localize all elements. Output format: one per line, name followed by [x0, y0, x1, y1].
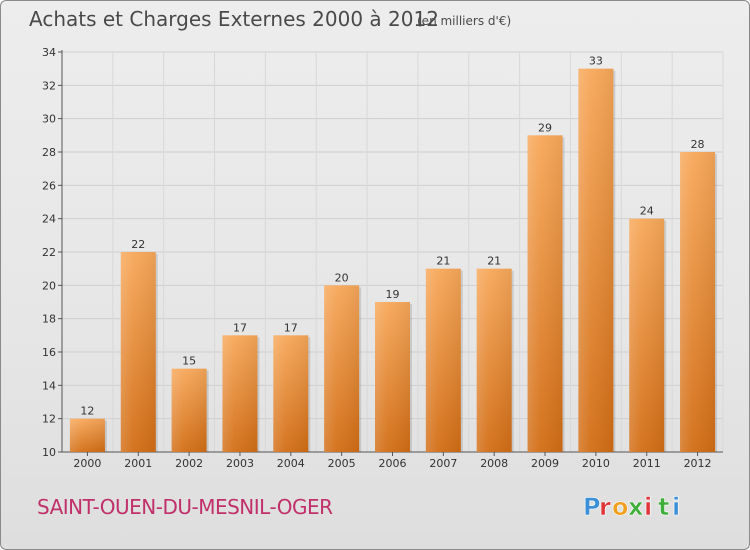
bar-highlight [578, 68, 614, 453]
logo-letter: i [644, 493, 652, 521]
y-tick-label: 30 [42, 113, 56, 126]
x-tick-label-2005: 2005 [328, 457, 356, 470]
bars [69, 68, 718, 453]
x-tick-label-2001: 2001 [124, 457, 152, 470]
proxiti-logo: Pr o x i t i [583, 493, 681, 521]
y-tick-label: 10 [42, 446, 56, 459]
bar-highlight [171, 368, 207, 452]
y-tick-label: 26 [42, 179, 56, 192]
x-tick-label-2003: 2003 [226, 457, 254, 470]
x-tick-label-2010: 2010 [582, 457, 610, 470]
y-tick-label: 12 [42, 413, 56, 426]
bar-highlight [680, 152, 716, 452]
y-tick-label: 28 [42, 146, 56, 159]
data-label-2002: 15 [182, 355, 196, 368]
bar-highlight [629, 218, 665, 452]
logo-letter: r [599, 493, 611, 521]
x-tick-label-2006: 2006 [379, 457, 407, 470]
y-tick-label: 18 [42, 313, 56, 326]
data-label-2004: 17 [284, 321, 298, 334]
y-tick-label: 22 [42, 246, 56, 259]
x-tick-label-2012: 2012 [684, 457, 712, 470]
x-tick-label-2011: 2011 [633, 457, 661, 470]
data-label-2010: 33 [589, 55, 603, 68]
chart-unit: (en milliers d'€) [417, 14, 512, 28]
y-tick-label: 16 [42, 346, 56, 359]
bar-highlight [527, 135, 563, 453]
x-tick-label-2009: 2009 [531, 457, 559, 470]
data-label-2003: 17 [233, 321, 247, 334]
x-tick-label-2008: 2008 [480, 457, 508, 470]
commune-name: SAINT-OUEN-DU-MESNIL-OGER [37, 495, 333, 519]
x-tick-label-2004: 2004 [277, 457, 305, 470]
y-tick-label: 24 [42, 213, 56, 226]
bar-highlight [476, 268, 512, 452]
y-tick-label: 20 [42, 279, 56, 292]
x-tick-label-2002: 2002 [175, 457, 203, 470]
bar-highlight [375, 302, 410, 452]
data-label-2000: 12 [80, 405, 94, 418]
logo-letter: t [658, 493, 669, 521]
data-label-2005: 20 [335, 271, 349, 284]
logo-letter: P [583, 493, 601, 521]
data-label-2001: 22 [131, 238, 145, 251]
logo-letter: x [628, 493, 644, 521]
logo-letter: o [612, 493, 629, 521]
labels: 10 12 14 16 18 20 22 24 26 28 30 32 34 12 2000 22 2001 15… [42, 46, 712, 470]
data-label-2009: 29 [538, 121, 552, 134]
bar-highlight [222, 335, 258, 452]
logo-letter: i [672, 493, 680, 521]
x-tick-label-2000: 2000 [73, 457, 101, 470]
data-label-2012: 28 [691, 138, 705, 151]
data-label-2008: 21 [487, 255, 501, 268]
bar-highlight [273, 335, 309, 452]
y-tick-label: 34 [42, 46, 56, 59]
y-tick-label: 14 [42, 379, 56, 392]
bar-highlight [69, 418, 105, 452]
data-label-2011: 24 [640, 205, 654, 218]
bar-highlight [120, 252, 156, 452]
y-tick-label: 32 [42, 79, 56, 92]
x-tick-label-2007: 2007 [429, 457, 457, 470]
bar-highlight [425, 268, 461, 452]
data-label-2007: 21 [436, 255, 450, 268]
chart-title: Achats et Charges Externes 2000 à 2012 [29, 7, 439, 31]
data-label-2006: 19 [386, 288, 400, 301]
bar-highlight [324, 285, 360, 452]
